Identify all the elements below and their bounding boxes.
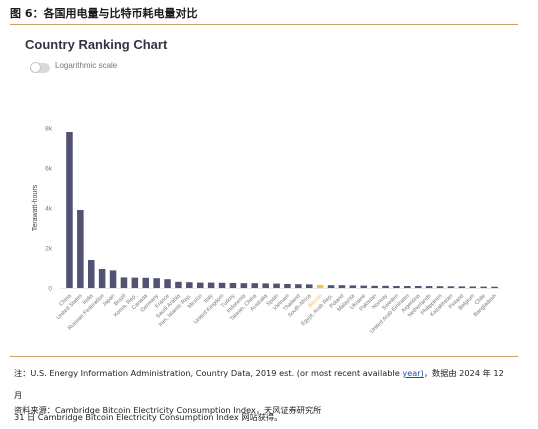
bar — [414, 286, 422, 288]
bar — [305, 284, 313, 288]
bar — [251, 283, 259, 288]
bar — [196, 282, 204, 288]
bar — [186, 282, 193, 288]
figure-header: 图 6：各国用电量与比特币耗电量对比 — [10, 7, 198, 20]
bar — [295, 284, 302, 288]
y-tick-label: 2k — [45, 246, 53, 253]
bar — [120, 277, 128, 288]
bar — [458, 286, 466, 288]
bar — [480, 286, 487, 288]
note-line1-suffix: ，数据由 2024 年 12 月 — [14, 368, 504, 400]
bar — [77, 210, 84, 288]
bar — [436, 286, 444, 288]
bar — [404, 286, 411, 288]
bar — [316, 285, 324, 288]
bar — [66, 132, 73, 288]
log-scale-toggle[interactable] — [30, 62, 50, 73]
bar — [371, 285, 378, 288]
figure-source: 资料来源：Cambridge Bitcoin Electricity Consu… — [14, 405, 322, 415]
bar — [131, 277, 139, 288]
bar — [338, 285, 346, 288]
bar — [87, 260, 95, 288]
note-line1-prefix: 注：U.S. Energy Information Administration… — [14, 368, 403, 378]
toggle-knob[interactable] — [30, 62, 41, 73]
bar — [164, 279, 171, 288]
bar — [284, 284, 291, 288]
y-tick-label: 0 — [48, 286, 52, 293]
chart-panel: Country Ranking Chart Logarithmic scale … — [10, 28, 518, 352]
figure-note: 注：U.S. Energy Information Administration… — [14, 362, 514, 428]
bar — [175, 281, 182, 288]
note-link[interactable]: year) — [402, 368, 424, 378]
bar — [469, 286, 477, 288]
log-scale-label: Logarithmic scale — [55, 61, 118, 70]
header-divider — [10, 24, 518, 25]
chart-title: Country Ranking Chart — [25, 37, 168, 52]
y-tick-label: 4k — [45, 206, 53, 213]
x-tick-label: Italy — [203, 293, 215, 305]
bar — [491, 286, 498, 288]
bar — [393, 286, 400, 288]
bar — [207, 282, 215, 288]
bar — [98, 269, 106, 288]
bar — [425, 286, 433, 288]
bar — [447, 286, 455, 288]
bar — [262, 283, 269, 288]
bar — [142, 277, 150, 288]
y-tick-label: 6k — [45, 166, 53, 173]
footer-divider — [10, 356, 518, 357]
bar — [327, 285, 335, 288]
bar — [360, 285, 368, 288]
bar — [229, 283, 237, 288]
y-axis-label: Terawatt-hours — [32, 184, 39, 231]
bar — [153, 278, 160, 288]
bar — [382, 285, 389, 288]
y-tick-label: 8k — [45, 126, 53, 133]
bar — [109, 270, 117, 288]
bar — [273, 283, 280, 288]
bar — [349, 285, 357, 288]
bar — [240, 283, 248, 288]
bar — [218, 282, 226, 288]
note-line2: 31 日 Cambridge Bitcoin Electricity Consu… — [14, 412, 283, 422]
x-tick-label: Japan — [101, 293, 116, 308]
